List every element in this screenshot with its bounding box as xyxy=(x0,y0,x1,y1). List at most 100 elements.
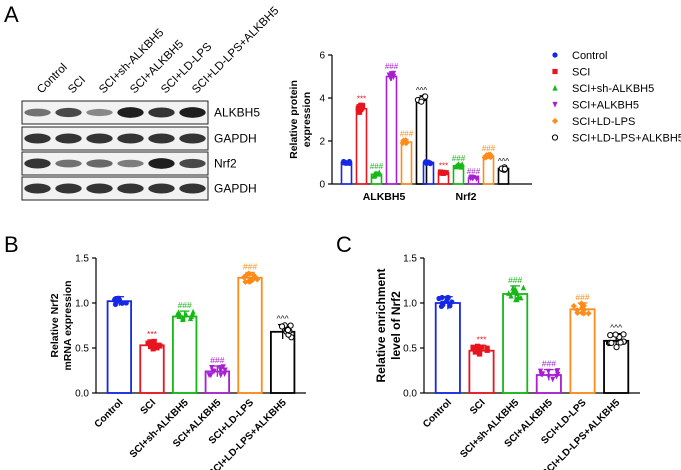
data-point-sci-ld-lps-alkbh5 xyxy=(608,339,615,347)
significance-sci-sh-alkbh5: ### xyxy=(508,275,522,285)
blot-band-gapdh-lane-3 xyxy=(86,183,113,194)
blot-band-gapdh-lane-1 xyxy=(24,133,51,144)
significance-sci-sh-alkbh5-alkbh5: ### xyxy=(370,162,384,171)
data-point-sci-alkbh5 xyxy=(209,365,215,371)
data-point-sci-sh-alkbh5 xyxy=(508,292,514,299)
significance-sci-sh-alkbh5-nrf2: ### xyxy=(452,154,466,163)
data-point-control xyxy=(439,300,445,306)
data-point-sci-alkbh5 xyxy=(218,372,224,379)
data-point-sci-ld-lps-nrf2 xyxy=(487,153,494,161)
y-tick-label: 4 xyxy=(319,94,325,105)
data-point-sci-alkbh5 xyxy=(356,109,362,115)
data-point-sci-ld-lps xyxy=(581,306,588,313)
data-point-sci-sh-alkbh5 xyxy=(190,308,196,315)
legend-label-sci-ld-lps-alkbh5: SCI+LD-LPS+ALKBH5 xyxy=(572,133,681,145)
blot-band-alkbh5-lane-4 xyxy=(117,107,144,118)
data-point-sci xyxy=(149,340,155,346)
blot-band-alkbh5-lane-3 xyxy=(86,108,113,117)
legend-label-sci-alkbh5: SCI+ALKBH5 xyxy=(572,100,639,112)
bar-sci-ld-lps xyxy=(569,308,596,394)
data-point-sci-nrf2 xyxy=(443,170,449,176)
legend-marker-sci xyxy=(552,68,558,75)
data-point-sci-sh-alkbh5 xyxy=(510,284,516,291)
data-point-sci-sh-alkbh5-nrf2 xyxy=(459,161,465,167)
significance-sci-ld-lps-alkbh5: ^^^ xyxy=(277,314,289,324)
legend-label-sci-ld-lps: SCI+LD-LPS xyxy=(572,116,635,128)
data-point-control xyxy=(112,296,118,302)
x-category-label-alkbh5: ALKBH5 xyxy=(363,191,406,203)
significance-sci-alkbh5: ### xyxy=(542,359,556,369)
data-point-control-nrf2 xyxy=(423,159,429,165)
data-point-sci xyxy=(484,347,490,353)
data-point-control xyxy=(123,300,129,306)
bar-sci-sh-alkbh5 xyxy=(502,293,529,394)
legend-label-sci: SCI xyxy=(572,67,590,79)
significance-sci-alkbh5: *** xyxy=(357,94,366,103)
data-point-sci-alkbh5 xyxy=(358,102,364,108)
significance-sci-sh-alkbh5: ### xyxy=(178,300,192,310)
significance-sci: *** xyxy=(147,329,158,339)
legend-marker-sci-alkbh5 xyxy=(552,101,558,108)
blot-row-label-nrf2: Nrf2 xyxy=(214,157,237,171)
blot-band-nrf2-lane-2 xyxy=(55,159,82,168)
x-category-label-control: Control xyxy=(421,397,454,430)
blot-band-gapdh-lane-4 xyxy=(117,183,144,194)
blot-strip-nrf2-2 xyxy=(21,151,209,176)
significance-sci-ld-lps: ### xyxy=(243,261,257,271)
bar-sci xyxy=(468,349,495,394)
blot-band-nrf2-lane-3 xyxy=(86,159,113,168)
data-point-sci-sh-alkbh5-alkbh5 xyxy=(376,169,382,176)
data-point-sci-sh-alkbh5 xyxy=(520,284,527,291)
y-tick-label: 0 xyxy=(319,180,325,191)
data-point-sci-ld-lps xyxy=(245,270,252,277)
data-point-sci-sh-alkbh5-alkbh5 xyxy=(372,171,378,177)
blot-strip-gapdh-3 xyxy=(21,176,209,201)
data-point-sci-ld-lps xyxy=(570,302,577,310)
data-point-sci-ld-lps xyxy=(578,300,585,307)
data-point-sci-ld-lps-alkbh5 xyxy=(284,326,292,334)
blot-row-label-gapdh: GAPDH xyxy=(214,132,257,146)
y-tick-label: 0.0 xyxy=(403,389,417,400)
y-tick-label: 0.5 xyxy=(75,344,89,355)
data-point-control-alkbh5 xyxy=(343,160,350,166)
blot-band-alkbh5-lane-5 xyxy=(148,107,175,118)
data-point-sci-alkbh5 xyxy=(550,376,556,383)
significance-sci-ld-lps: ### xyxy=(575,292,589,302)
blot-band-nrf2-lane-5 xyxy=(148,158,175,169)
data-point-control xyxy=(443,298,450,304)
x-category-label-sci: SCI xyxy=(468,397,488,417)
panel-label-b: B xyxy=(4,232,19,257)
data-point-sci xyxy=(476,351,483,357)
legend-label-sci-sh-alkbh5: SCI+sh-ALKBH5 xyxy=(572,83,654,95)
data-point-sci-alkbh5-nrf2 xyxy=(468,174,475,181)
legend-marker-control xyxy=(552,52,558,58)
data-point-sci-ld-lps xyxy=(578,309,586,316)
data-point-sci-ld-lps-nrf2 xyxy=(481,154,488,161)
data-point-sci-ld-lps-alkbh5-nrf2 xyxy=(501,165,509,172)
significance-sci-alkbh5-nrf2: ### xyxy=(467,167,481,176)
blot-band-gapdh-lane-5 xyxy=(148,133,175,144)
data-point-sci-alkbh5 xyxy=(545,368,552,375)
x-category-label-sci-sh-alkbh5: SCI+sh-ALKBH5 xyxy=(458,397,521,460)
blot-band-gapdh-lane-6 xyxy=(179,133,206,144)
blot-band-nrf2-lane-4 xyxy=(117,159,144,168)
blot-band-gapdh-lane-4 xyxy=(117,133,144,144)
blot-band-gapdh-lane-5 xyxy=(148,183,175,194)
blot-band-gapdh-lane-1 xyxy=(24,183,51,194)
data-point-sci-sh-alkbh5-nrf2 xyxy=(453,163,459,170)
blot-band-gapdh-lane-2 xyxy=(55,133,82,144)
panel-label-a: A xyxy=(4,2,19,27)
blot-band-gapdh-lane-6 xyxy=(179,183,206,194)
significance-sci-nrf2: *** xyxy=(439,162,448,171)
data-point-sci-ld-lps-alkbh5-alkbh5 xyxy=(418,98,425,105)
data-point-sci-sh-alkbh5 xyxy=(506,290,512,296)
bar-control xyxy=(434,302,461,394)
data-point-sci-ld-lps xyxy=(240,274,248,281)
y-tick-label: 0.5 xyxy=(403,344,417,355)
data-point-sci xyxy=(473,345,479,351)
data-point-sci-sh-alkbh5 xyxy=(188,313,194,319)
data-point-sci xyxy=(478,344,485,350)
y-tick-label: 6 xyxy=(319,51,325,62)
